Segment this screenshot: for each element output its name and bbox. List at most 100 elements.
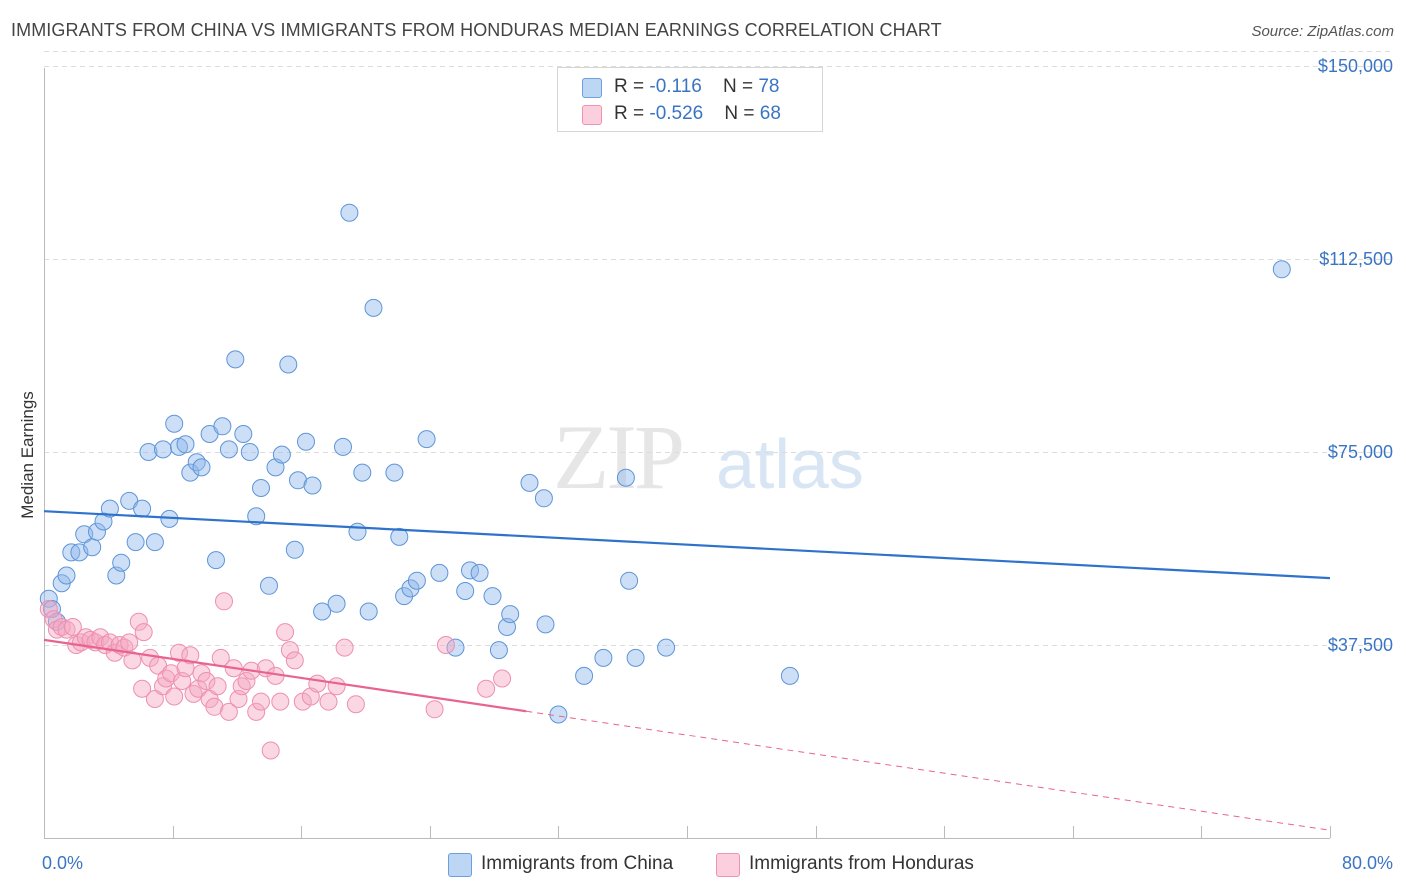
honduras-point-62 xyxy=(335,638,354,657)
china-point-57 xyxy=(417,430,436,449)
china-point-35 xyxy=(252,479,270,497)
china-point-78 xyxy=(1272,260,1291,279)
china-point-48 xyxy=(348,522,367,541)
china-point-24 xyxy=(181,463,200,482)
china-point-9 xyxy=(88,522,106,541)
bottom-legend-swatch-honduras xyxy=(716,853,740,877)
honduras-point-45 xyxy=(232,677,251,696)
honduras-point-21 xyxy=(134,623,153,642)
china-point-33 xyxy=(240,443,259,461)
honduras-point-66 xyxy=(477,679,496,698)
honduras-point-42 xyxy=(219,702,238,721)
china-point-53 xyxy=(390,527,409,546)
y-tick-label-3: $150,000 xyxy=(1318,56,1393,76)
honduras-point-53 xyxy=(271,692,290,711)
honduras-trend-extension xyxy=(526,710,1331,831)
honduras-point-26 xyxy=(157,669,176,688)
china-point-70 xyxy=(549,705,568,724)
honduras-point-28 xyxy=(165,687,184,706)
china-point-0 xyxy=(39,589,58,608)
china-point-19 xyxy=(154,440,172,459)
bottom-legend-label-china: Immigrants from China xyxy=(481,853,674,874)
honduras-point-33 xyxy=(184,684,203,703)
china-point-62 xyxy=(470,563,489,582)
china-point-77 xyxy=(780,666,799,685)
honduras-point-17 xyxy=(120,633,139,652)
china-point-52 xyxy=(385,463,404,482)
china-point-31 xyxy=(226,350,245,369)
china-point-42 xyxy=(297,432,315,451)
china-point-28 xyxy=(207,551,225,570)
chart-title: IMMIGRANTS FROM CHINA VS IMMIGRANTS FROM… xyxy=(11,20,942,40)
china-point-46 xyxy=(334,437,352,456)
honduras-point-32 xyxy=(181,646,200,665)
china-point-4 xyxy=(57,566,76,585)
china-point-29 xyxy=(213,417,232,436)
honduras-point-29 xyxy=(170,643,188,662)
china-point-36 xyxy=(260,576,278,595)
honduras-point-2 xyxy=(47,620,66,639)
bottom-legend-label-honduras: Immigrants from Honduras xyxy=(749,853,974,874)
china-point-58 xyxy=(430,563,449,582)
honduras-point-63 xyxy=(346,695,365,714)
honduras-series xyxy=(39,592,512,760)
china-point-75 xyxy=(626,648,645,667)
china-point-60 xyxy=(456,582,475,600)
china-point-56 xyxy=(407,571,426,590)
china-point-41 xyxy=(289,471,307,490)
china-point-49 xyxy=(353,463,372,482)
watermark-zip: ZIP xyxy=(553,406,682,508)
honduras-point-61 xyxy=(327,677,346,696)
watermark-atlas: atlas xyxy=(716,425,864,503)
honduras-point-19 xyxy=(129,612,148,631)
china-point-39 xyxy=(279,355,298,374)
china-point-11 xyxy=(100,499,119,518)
china-point-73 xyxy=(616,468,635,487)
legend-stats-china: R = -0.116 N = 78 xyxy=(614,76,780,97)
honduras-point-54 xyxy=(276,623,295,642)
china-point-63 xyxy=(483,587,502,606)
honduras-point-59 xyxy=(308,674,327,693)
gridlines xyxy=(44,51,1393,646)
source-label: Source: ZipAtlas.com xyxy=(1251,23,1394,40)
china-point-26 xyxy=(192,458,211,477)
honduras-point-64 xyxy=(425,700,444,719)
x-tick-label-max: 80.0% xyxy=(1342,853,1393,873)
china-point-69 xyxy=(536,615,555,634)
y-tick-label-1: $75,000 xyxy=(1328,442,1393,462)
honduras-point-49 xyxy=(252,692,270,711)
china-point-17 xyxy=(139,443,158,461)
y-tick-label-2: $112,500 xyxy=(1319,249,1393,269)
china-point-66 xyxy=(501,605,520,624)
honduras-point-36 xyxy=(197,672,216,690)
honduras-point-39 xyxy=(208,677,227,696)
china-point-15 xyxy=(126,533,145,552)
china-point-71 xyxy=(575,666,594,685)
x-tick-label-min: 0.0% xyxy=(42,853,83,873)
china-point-32 xyxy=(234,425,253,443)
china-point-47 xyxy=(340,203,359,222)
honduras-point-65 xyxy=(436,636,455,654)
china-point-23 xyxy=(176,435,195,454)
honduras-point-38 xyxy=(205,697,224,716)
y-tick-label-0: $37,500 xyxy=(1328,635,1393,655)
china-point-13 xyxy=(112,553,131,572)
china-point-64 xyxy=(489,641,508,660)
honduras-point-67 xyxy=(493,669,512,688)
china-point-51 xyxy=(364,298,383,317)
china-point-21 xyxy=(165,414,184,433)
china-series xyxy=(39,203,1291,724)
trend-lines xyxy=(43,510,1331,831)
china-trend-line xyxy=(43,510,1331,580)
china-point-30 xyxy=(219,440,238,459)
china-point-43 xyxy=(303,476,322,495)
watermark: ZIP atlas xyxy=(553,406,864,508)
china-point-2 xyxy=(47,612,66,631)
honduras-point-56 xyxy=(285,651,304,670)
china-point-38 xyxy=(272,445,291,464)
legend-stats-honduras: R = -0.526 N = 68 xyxy=(614,103,781,124)
honduras-point-55 xyxy=(280,641,299,660)
honduras-point-0 xyxy=(39,600,58,618)
china-point-25 xyxy=(187,453,206,472)
y-axis-title: Median Earnings xyxy=(18,391,37,519)
